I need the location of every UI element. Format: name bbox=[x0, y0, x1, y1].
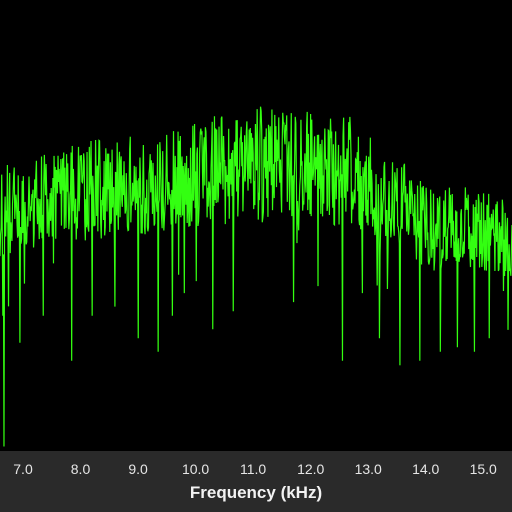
x-tick-label: 10.0 bbox=[181, 461, 210, 477]
x-axis-title: Frequency (kHz) bbox=[189, 483, 323, 502]
x-tick-label: 14.0 bbox=[412, 461, 440, 477]
x-tick-label: 9.0 bbox=[128, 461, 148, 477]
x-tick-label: 13.0 bbox=[354, 461, 382, 477]
spectrum-trace-line bbox=[0, 106, 512, 447]
x-tick-label: 15.0 bbox=[469, 461, 497, 477]
frequency-axis: 7.0 8.0 9.0 10.0 11.0 12.0 13.0 14.0 15.0 Freque… bbox=[0, 451, 512, 512]
spectrum-plot-area bbox=[0, 106, 512, 447]
x-tick-label: 11.0 bbox=[239, 461, 267, 477]
spectrum-plot bbox=[0, 106, 512, 447]
x-tick-label: 12.0 bbox=[297, 461, 325, 477]
x-tick-label: 7.0 bbox=[13, 461, 33, 477]
x-tick-label: 8.0 bbox=[70, 461, 91, 477]
